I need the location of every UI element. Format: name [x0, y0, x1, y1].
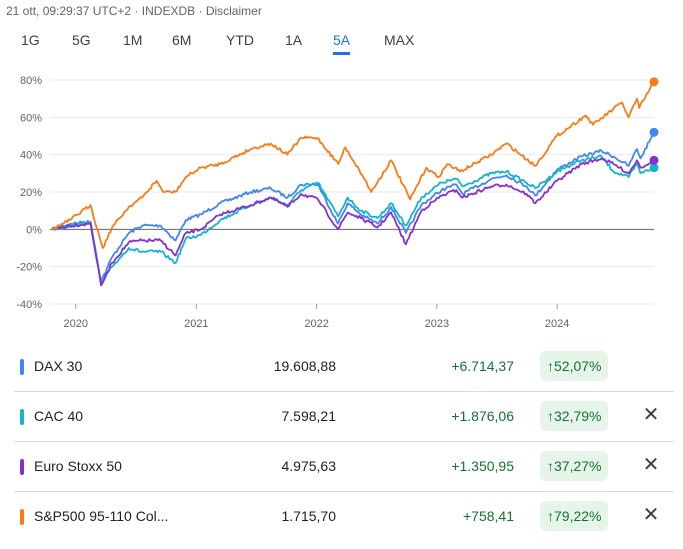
separator: · [198, 4, 206, 18]
table-row-sp500[interactable]: S&P500 95-110 Col... 1.715,70 +758,41 ↑7… [14, 492, 674, 541]
series-end-dot-0 [649, 127, 659, 137]
x-tick-label: 2024 [545, 318, 569, 330]
y-tick-label: -40% [16, 299, 42, 311]
series-name: S&P500 95-110 Col... [34, 508, 169, 524]
tab-5g[interactable]: 5G [72, 32, 91, 48]
arrow-up-icon: ↑ [547, 508, 554, 524]
x-tick-label: 2022 [304, 318, 328, 330]
y-tick-label: -20% [16, 262, 42, 274]
percent-value: 37,27% [554, 458, 602, 474]
series-change: +6.714,37 [451, 358, 514, 374]
data-source: INDEXDB [141, 4, 196, 18]
chart-header: 21 ott, 09:29:37 UTC+2 · INDEXDB · Discl… [6, 4, 262, 18]
tab-1m[interactable]: 1M [123, 32, 143, 48]
table-row-eurostoxx[interactable]: Euro Stoxx 50 4.975,63 +1.350,95 ↑37,27%… [14, 442, 674, 492]
series-line-3 [51, 81, 655, 249]
timestamp: 21 ott, 09:29:37 UTC+2 [6, 4, 132, 18]
arrow-up-icon: ↑ [547, 408, 554, 424]
series-line-1 [51, 154, 655, 287]
series-change: +758,41 [463, 508, 514, 524]
performance-chart[interactable]: -40%-20%0%20%40%60%80% 2020 2021 2022 2023 2… [0, 64, 683, 334]
series-name: DAX 30 [34, 358, 83, 374]
close-icon[interactable]: ✕ [642, 404, 660, 426]
tab-5a[interactable]: 5A [333, 30, 351, 55]
y-tick-label: 60% [20, 112, 42, 124]
series-price: 19.608,88 [273, 358, 336, 374]
x-tick-label: 2021 [184, 318, 208, 330]
series-end-dot-2 [649, 155, 659, 165]
tab-max[interactable]: MAX [384, 32, 415, 48]
percent-value: 79,22% [554, 508, 602, 524]
disclaimer-link[interactable]: Disclaimer [205, 4, 262, 18]
percent-change-badge: ↑79,22% [540, 501, 609, 531]
close-icon[interactable]: ✕ [642, 454, 660, 476]
percent-change-badge: ↑32,79% [540, 401, 609, 431]
table-row-cac[interactable]: CAC 40 7.598,21 +1.876,06 ↑32,79% ✕ [14, 392, 674, 442]
end-markers [649, 77, 659, 173]
grid-lines [50, 79, 654, 305]
y-tick-label: 40% [20, 150, 42, 162]
y-tick-label: 80% [20, 75, 42, 87]
close-icon[interactable]: ✕ [642, 504, 660, 526]
series-color-swatch [20, 509, 24, 525]
series-end-dot-1 [649, 163, 659, 173]
arrow-up-icon: ↑ [547, 458, 554, 474]
percent-change-badge: ↑37,27% [540, 451, 609, 481]
series-color-swatch [20, 459, 24, 475]
y-axis-labels: -40% -20% 0% 20% 40% 60% 80% [16, 75, 42, 311]
time-range-tabs: 1G 5G 1M 6M YTD 1A 5A MAX [0, 30, 683, 55]
percent-value: 52,07% [554, 358, 602, 374]
x-tick-label: 2023 [425, 318, 449, 330]
series-color-swatch [20, 359, 24, 375]
series-price: 4.975,63 [281, 458, 337, 474]
series-line-2 [51, 157, 655, 287]
separator: · [134, 4, 142, 18]
series-end-dot-3 [649, 77, 659, 87]
y-tick-label: 0% [26, 224, 42, 236]
x-axis-labels: 2020 2021 2022 2023 2024 [63, 304, 569, 330]
tab-1g[interactable]: 1G [21, 32, 40, 48]
series-name: Euro Stoxx 50 [34, 458, 122, 474]
series-color-swatch [20, 409, 24, 425]
chart-series [51, 81, 655, 287]
table-row-dax[interactable]: DAX 30 19.608,88 +6.714,37 ↑52,07% [14, 342, 674, 392]
percent-value: 32,79% [554, 408, 602, 424]
tab-1a[interactable]: 1A [285, 32, 303, 48]
arrow-up-icon: ↑ [547, 358, 554, 374]
y-tick-label: 20% [20, 187, 42, 199]
series-price: 1.715,70 [281, 508, 337, 524]
series-change: +1.876,06 [451, 408, 514, 424]
series-name: CAC 40 [34, 408, 84, 424]
series-price: 7.598,21 [281, 408, 337, 424]
x-tick-label: 2020 [63, 318, 87, 330]
percent-change-badge: ↑52,07% [540, 351, 609, 381]
tab-6m[interactable]: 6M [172, 32, 192, 48]
series-change: +1.350,95 [451, 458, 514, 474]
tab-ytd[interactable]: YTD [226, 32, 254, 48]
comparison-table: DAX 30 19.608,88 +6.714,37 ↑52,07% CAC 4… [14, 342, 674, 541]
